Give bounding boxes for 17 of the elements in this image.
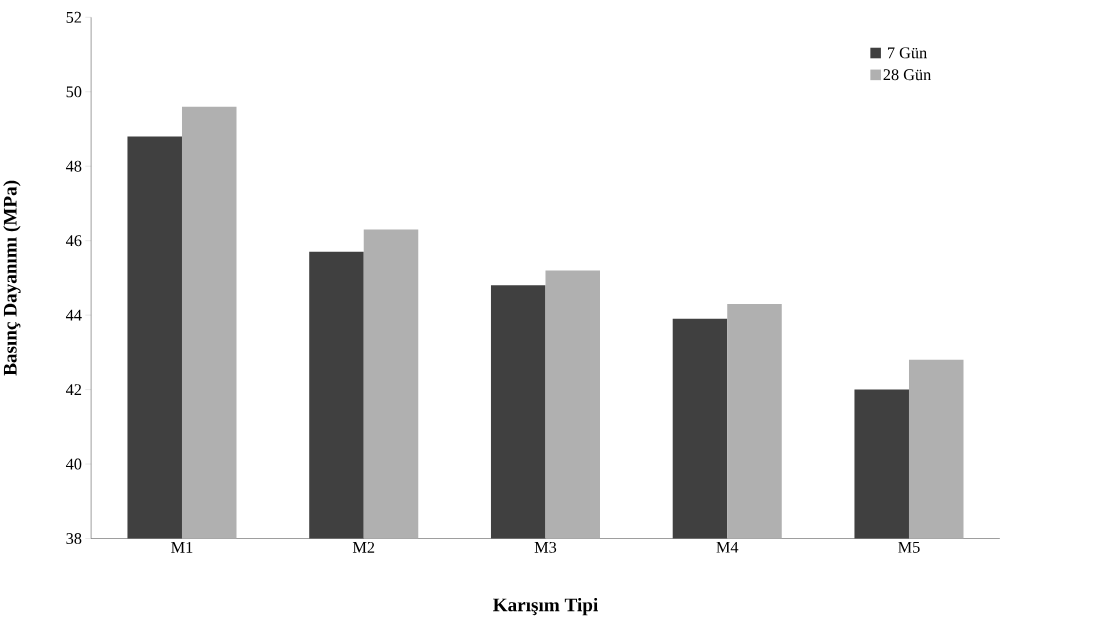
y-tick-label: 40 <box>65 458 82 470</box>
y-tick-label: 52 <box>66 11 82 23</box>
y-axis-title: Basınç Dayanımı (MPa) <box>3 180 21 376</box>
x-tick-label: M4 <box>716 541 739 553</box>
x-axis-title: Karışım Tipi <box>493 597 599 616</box>
y-tick-label: 50 <box>66 86 82 98</box>
legend-label: 7 Gün <box>887 47 927 59</box>
x-tick-label: M3 <box>534 541 557 553</box>
x-tick-label: M5 <box>898 541 920 553</box>
y-tick-label: 38 <box>66 532 82 544</box>
y-tick-label: 42 <box>65 384 82 395</box>
y-tick-label: 48 <box>65 160 82 172</box>
x-tick-label: M1 <box>171 541 193 553</box>
legend-label: 28 Gün <box>883 69 932 81</box>
y-tick-label: 46 <box>65 235 82 246</box>
y-tick-label: 44 <box>65 309 82 321</box>
x-tick-label: M2 <box>352 541 375 553</box>
